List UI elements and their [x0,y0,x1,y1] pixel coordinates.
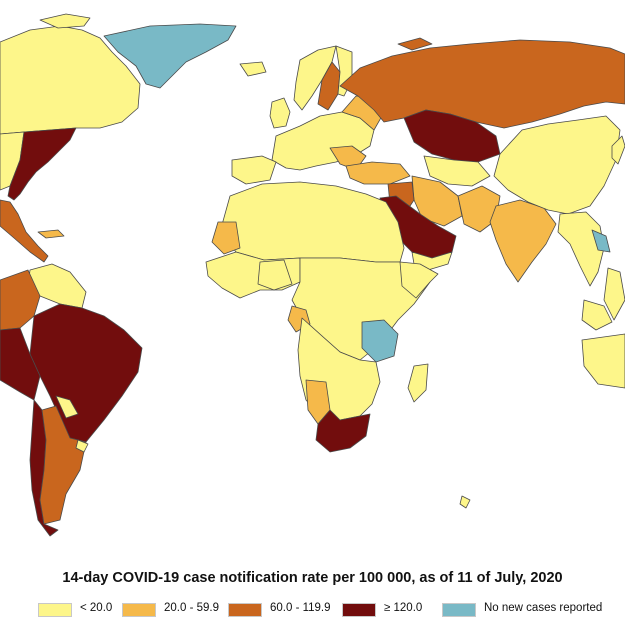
region-china [493,115,621,215]
map-title: 14-day COVID-19 case notification rate p… [62,570,563,586]
legend-label-60-119: 60.0 - 119.9 [270,602,331,614]
region-iceland [239,61,267,77]
legend-swatch-ge120 [342,603,376,617]
legend: < 20.0 20.0 - 59.9 60.0 - 119.9 ≥ 120.0 … [38,601,625,619]
region-ethiopia [399,261,439,299]
region-russia-north-island [397,37,433,51]
legend-label-no-new-cases: No new cases reported [484,602,603,614]
region-uruguay [75,439,89,453]
region-tanzania [361,319,399,363]
legend-swatch-20-59 [122,603,156,617]
region-philippines [603,267,625,321]
region-russia [339,39,625,129]
region-iran [411,175,463,227]
region-caribbean [37,229,65,239]
world-map [0,13,625,537]
region-south-africa [315,409,371,453]
region-laos [591,229,611,253]
legend-swatch-no-new-cases [442,603,476,617]
region-paraguay [55,395,79,419]
region-greenland [103,23,237,89]
legend-label-ge120: ≥ 120.0 [384,602,423,614]
region-arctic-islands [39,13,91,29]
region-usa-east [7,127,77,201]
region-india [489,199,557,283]
region-nigeria [257,259,293,291]
region-australia [581,333,625,389]
region-turkey [345,161,411,185]
region-madagascar [407,363,429,403]
region-japan [611,135,625,165]
region-uk [269,97,291,129]
legend-swatch-lt20 [38,603,72,617]
region-norway [293,45,337,111]
region-central-asia [423,155,491,187]
region-iberia [231,155,277,185]
region-argentina [39,405,87,525]
region-brazil [29,303,143,443]
legend-label-20-59: 20.0 - 59.9 [164,602,219,614]
region-west-africa-ml [211,221,241,255]
region-indonesia [581,299,613,331]
region-central-america [0,199,49,263]
legend-swatch-60-119 [228,603,262,617]
region-new-zealand [459,495,471,509]
region-north-africa [219,181,405,263]
legend-label-lt20: < 20.0 [80,602,113,614]
region-southeast-asia [557,211,605,287]
region-peru [0,327,41,401]
